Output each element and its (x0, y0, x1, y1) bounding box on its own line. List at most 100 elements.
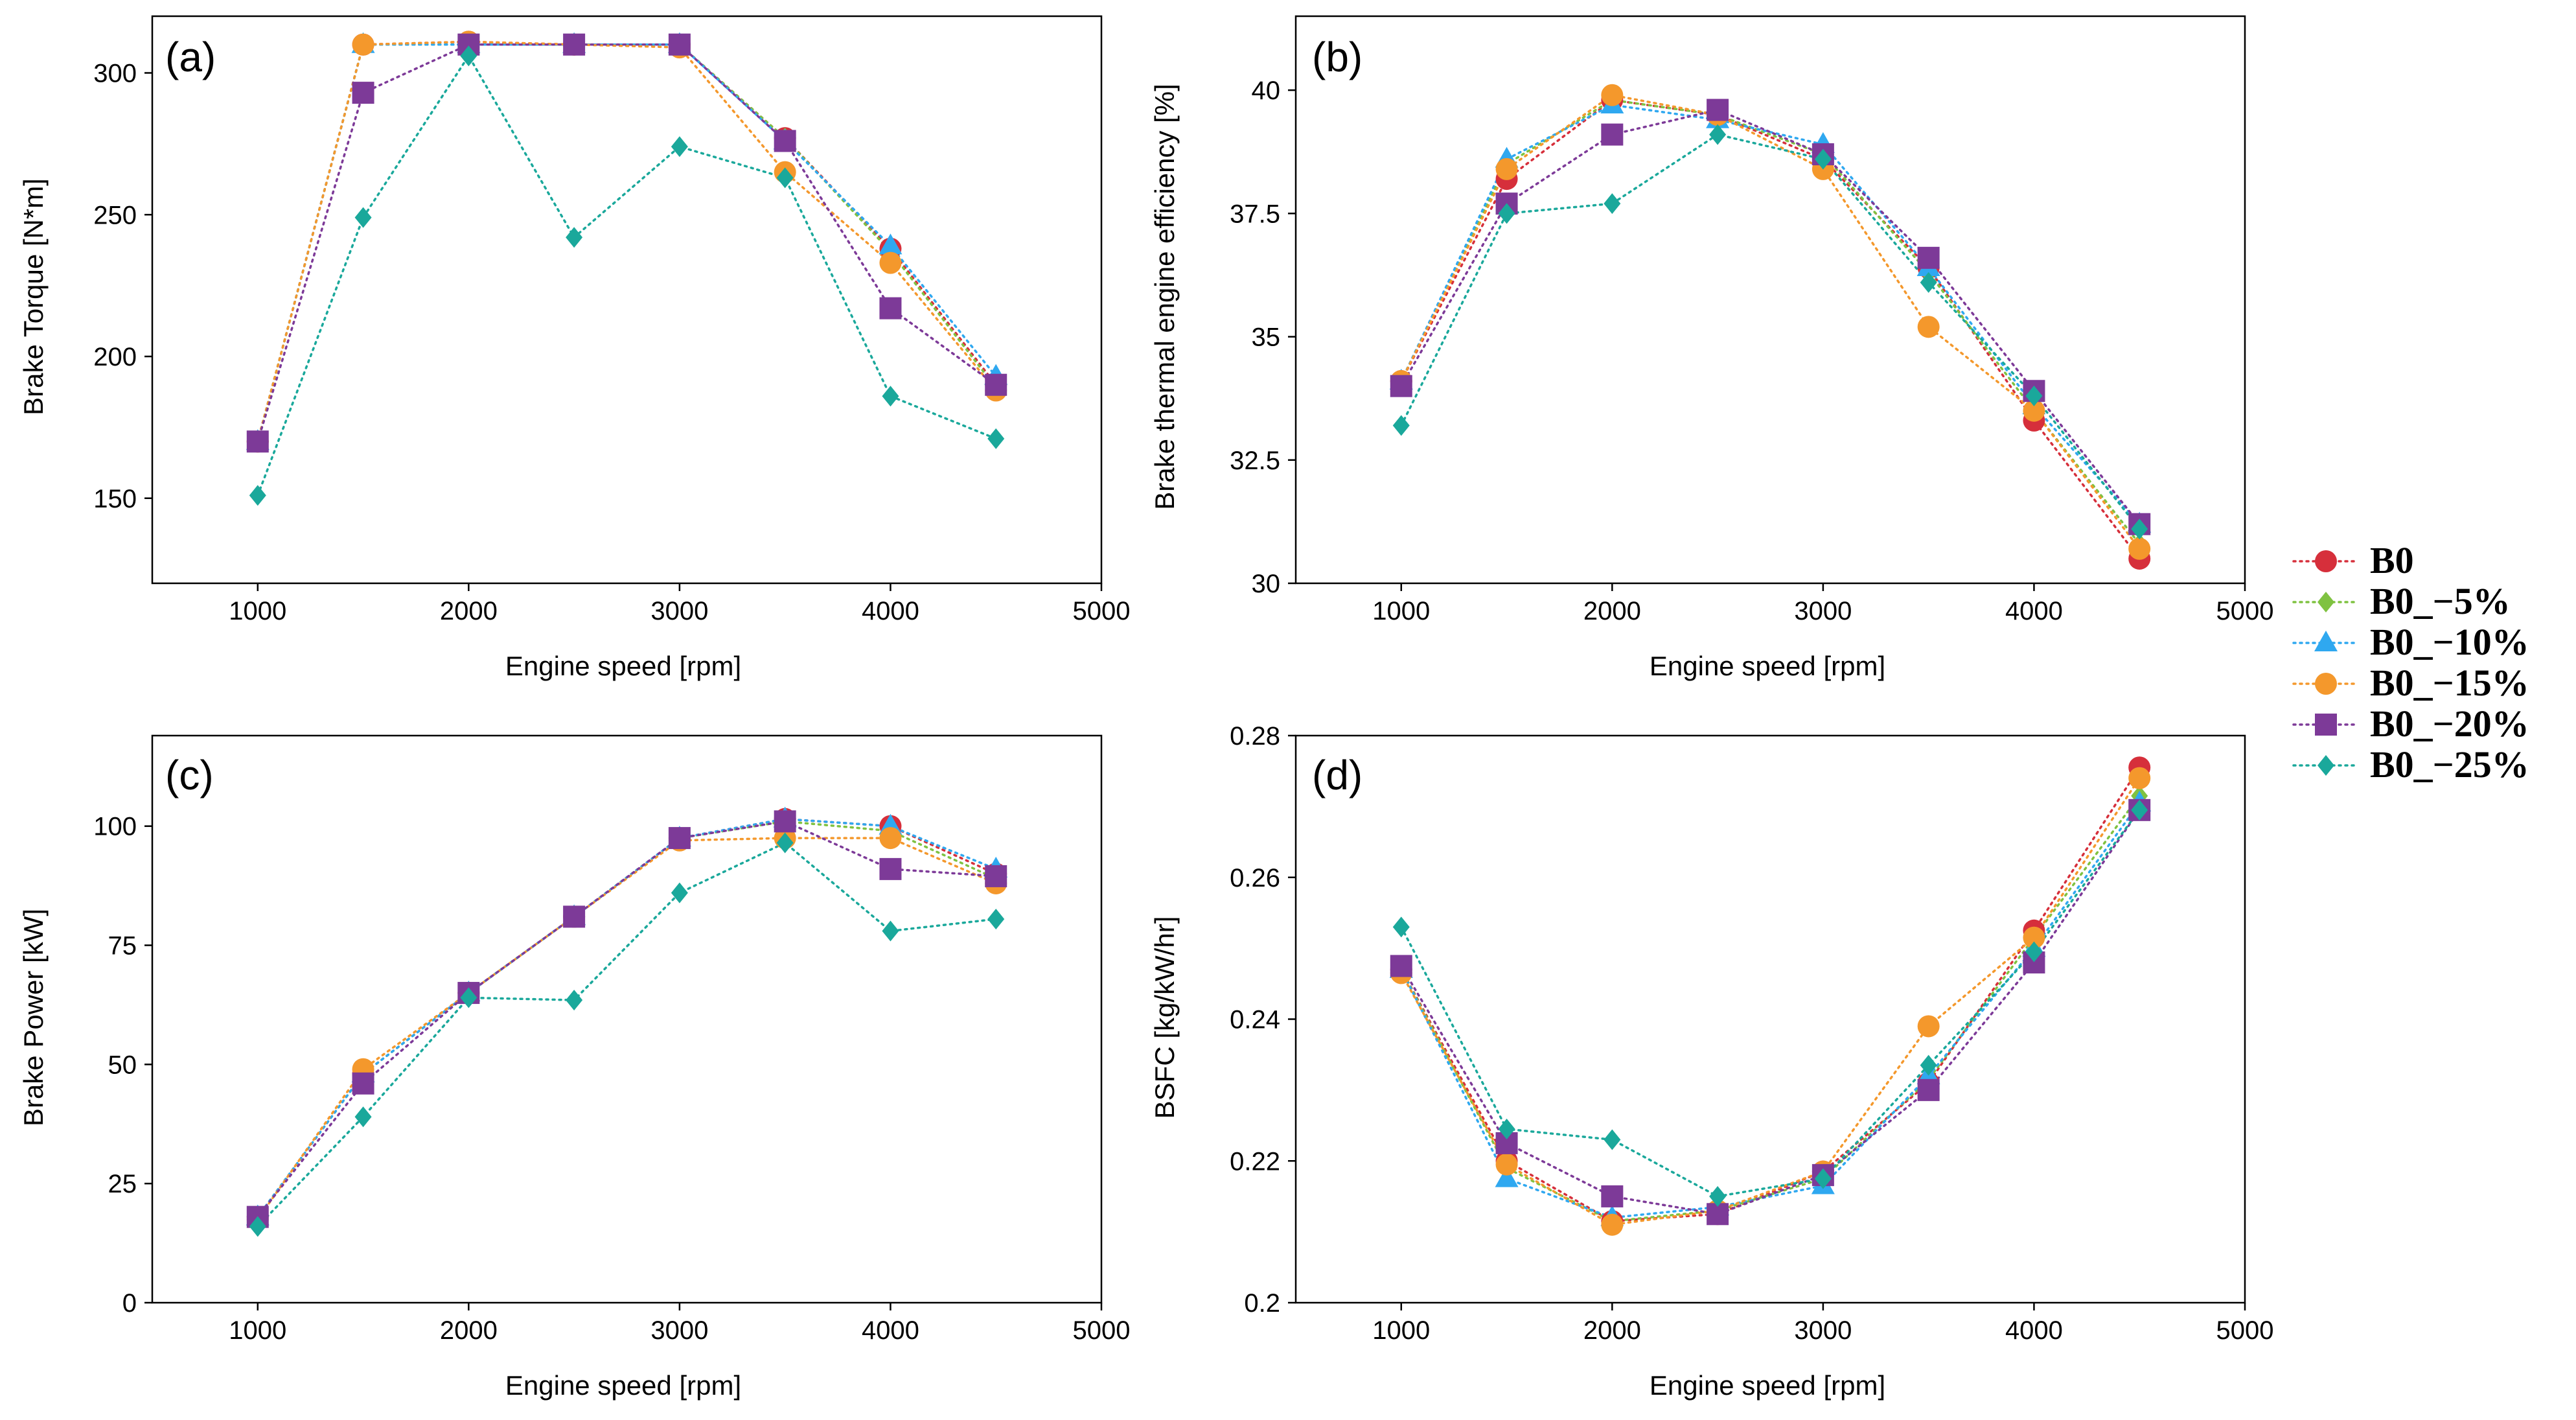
point-b0-25-a (566, 227, 583, 248)
plot-frame-a (151, 15, 1103, 585)
y-tick-label-b: 40 (1252, 76, 1281, 105)
point-b0-15-d (1495, 1153, 1518, 1176)
point-b0-20-c (879, 857, 902, 880)
x-tick-label-d: 5000 (2216, 1316, 2274, 1345)
point-b0-25-a (249, 485, 266, 506)
series-line-b0-20-a (257, 43, 997, 443)
point-b0-25-c (776, 832, 794, 854)
point-b0-25-d (1920, 1054, 1937, 1076)
x-tick-label-b: 3000 (1794, 597, 1852, 625)
legend-label-b0: B0 (2370, 539, 2414, 581)
point-b0-25-c (460, 987, 477, 1008)
point-b0-25-c (987, 909, 1005, 930)
x-tick-label-a: 3000 (650, 597, 708, 625)
point-b0-10-d (1495, 1166, 1519, 1187)
series-line-b0-5-b (1400, 99, 2141, 545)
y-tick-label-c: 50 (108, 1051, 137, 1079)
point-b0-10-a (879, 233, 903, 255)
y-tick-label-d: 0.2 (1244, 1289, 1280, 1318)
point-b0-20-b (1707, 99, 1729, 121)
point-b0-20-c (985, 865, 1007, 887)
point-b0-20-a (246, 430, 269, 453)
point-b0-25-a (882, 386, 899, 407)
x-tick-label-c: 5000 (1073, 1316, 1131, 1345)
point-b0-25-c (566, 990, 583, 1011)
point-b0-20-a (563, 33, 586, 56)
x-tick-label-a: 2000 (440, 597, 498, 625)
point-b0-25-d (1604, 1129, 1621, 1150)
x-tick-label-b: 1000 (1372, 597, 1430, 625)
series-line-b0-b (1400, 99, 2141, 560)
point-b0-15-b (2128, 537, 2151, 560)
point-b0-25-c (354, 1106, 372, 1128)
x-axis-label-b: Engine speed [rpm] (1650, 651, 1885, 681)
point-b0-15-d (2128, 767, 2151, 789)
point-b0-15-b (1917, 316, 1940, 338)
x-tick-label-d: 1000 (1372, 1316, 1430, 1345)
panel-c: (c) Brake Power [kW] Engine speed [rpm] … (18, 734, 1131, 1401)
point-b0-20-c (774, 810, 796, 833)
point-b0-20-a (879, 297, 902, 320)
legend-marker-b0-20 (2315, 714, 2337, 736)
x-tick-label-b: 2000 (1583, 597, 1641, 625)
point-b0-20-a (985, 373, 1007, 396)
point-b0-25-a (671, 136, 688, 157)
panel-tag-b: (b) (1312, 34, 1363, 80)
point-b0-25-d (2131, 799, 2148, 821)
x-tick-label-a: 1000 (229, 597, 286, 625)
point-b0-15-a (879, 251, 902, 274)
point-b0-25-a (460, 45, 477, 67)
series-line-b0-d (1400, 766, 2141, 1223)
point-b0-15-d (1601, 1213, 1624, 1236)
x-tick-label-d: 2000 (1583, 1316, 1641, 1345)
point-b0-25-c (882, 920, 899, 942)
x-tick-label-d: 3000 (1794, 1316, 1852, 1345)
legend-marker-b0-5 (2317, 592, 2334, 612)
point-b0-15-d (2023, 926, 2045, 949)
y-tick-label-d: 0.22 (1230, 1147, 1280, 1176)
legend-marker-b0-15 (2315, 673, 2337, 695)
panel-d: (d) BSFC [kg/kW/hr] Engine speed [rpm] 1… (1149, 722, 2273, 1401)
point-b0-20-d (1707, 1203, 1729, 1226)
series-line-b0-5-d (1400, 795, 2141, 1223)
point-b0-15-b (1495, 157, 1518, 180)
legend-label-b0-15: B0_−15% (2370, 662, 2529, 704)
point-b0-25-c (671, 882, 688, 903)
x-tick-label-c: 1000 (229, 1316, 286, 1345)
y-tick-label-a: 300 (93, 60, 137, 88)
point-b0-25-d (1498, 1119, 1515, 1140)
point-b0-20-d (1601, 1185, 1624, 1207)
series-line-b0-15-d (1400, 776, 2141, 1226)
x-axis-label-c: Engine speed [rpm] (505, 1370, 741, 1401)
legend-marker-b0-10 (2314, 631, 2338, 651)
y-tick-label-c: 0 (122, 1289, 137, 1318)
y-axis-label-b: Brake thermal engine efficiency [%] (1149, 84, 1180, 510)
x-tick-label-c: 4000 (862, 1316, 919, 1345)
series-line-b0-5-c (257, 820, 997, 1218)
x-axis-label-a: Engine speed [rpm] (505, 651, 741, 681)
y-tick-label-d: 0.24 (1230, 1006, 1280, 1034)
point-b0-25-d (1709, 1185, 1727, 1207)
y-axis-label-a: Brake Torque [N*m] (18, 178, 49, 415)
y-tick-label-d: 0.28 (1230, 722, 1280, 751)
series-line-b0-15-b (1400, 93, 2141, 550)
y-tick-label-b: 37.5 (1230, 200, 1280, 228)
point-b0-25-b (2131, 518, 2148, 540)
point-b0-15-d (1917, 1015, 1940, 1038)
legend-label-b0-10: B0_−10% (2370, 621, 2529, 663)
point-b0-20-c (352, 1072, 374, 1095)
x-tick-label-b: 4000 (2005, 597, 2063, 625)
point-b0-20-b (1917, 246, 1940, 269)
y-tick-label-c: 25 (108, 1170, 137, 1198)
series-line-b0-25-a (257, 53, 997, 497)
x-tick-label-b: 5000 (2216, 597, 2274, 625)
legend-label-b0-5: B0_−5% (2370, 580, 2511, 622)
panel-tag-d: (d) (1312, 752, 1363, 798)
series-line-b0-10-d (1400, 802, 2141, 1219)
y-tick-label-b: 30 (1252, 570, 1281, 598)
series-line-b0-20-d (1400, 809, 2141, 1216)
point-b0-20-c (668, 827, 691, 850)
y-axis-label-d: BSFC [kg/kW/hr] (1149, 916, 1180, 1119)
y-tick-label-b: 32.5 (1230, 447, 1280, 475)
